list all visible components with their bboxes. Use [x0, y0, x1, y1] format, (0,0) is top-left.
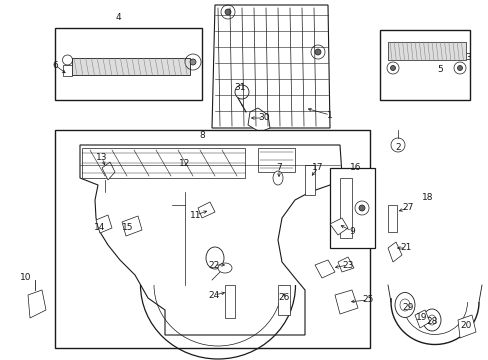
Text: 13: 13	[96, 153, 107, 162]
Bar	[379, 30, 469, 100]
Bar	[329, 168, 374, 248]
Bar	[63, 65, 72, 76]
Ellipse shape	[422, 309, 440, 331]
Ellipse shape	[272, 171, 283, 185]
Text: 22: 22	[208, 261, 219, 270]
Ellipse shape	[205, 247, 224, 269]
Bar	[72, 58, 190, 75]
Text: 14: 14	[94, 224, 105, 233]
Polygon shape	[387, 242, 401, 262]
Text: 19: 19	[415, 314, 427, 323]
Polygon shape	[247, 108, 269, 132]
Ellipse shape	[399, 299, 409, 311]
Bar	[387, 205, 396, 232]
Circle shape	[358, 205, 364, 211]
Text: 17: 17	[312, 163, 323, 172]
Polygon shape	[334, 290, 357, 314]
Polygon shape	[198, 202, 215, 218]
Ellipse shape	[394, 292, 414, 318]
Circle shape	[314, 49, 320, 55]
Circle shape	[190, 59, 196, 65]
Text: 18: 18	[421, 194, 433, 202]
Polygon shape	[212, 5, 329, 128]
Polygon shape	[80, 145, 341, 335]
Bar	[82, 148, 244, 178]
Polygon shape	[28, 290, 46, 318]
Bar	[278, 285, 289, 315]
Bar	[55, 130, 369, 348]
Text: 29: 29	[402, 303, 413, 312]
Text: 2: 2	[394, 144, 400, 153]
Bar	[305, 165, 314, 195]
Text: 1: 1	[326, 111, 332, 120]
Text: 24: 24	[208, 291, 219, 300]
Polygon shape	[314, 260, 334, 278]
Text: 23: 23	[342, 261, 353, 270]
Circle shape	[390, 66, 395, 71]
Polygon shape	[337, 257, 353, 272]
Text: 28: 28	[426, 318, 437, 327]
Circle shape	[224, 9, 230, 15]
Text: 31: 31	[234, 84, 245, 93]
Polygon shape	[457, 315, 475, 338]
Text: 9: 9	[348, 226, 354, 235]
Ellipse shape	[427, 315, 435, 325]
Bar	[258, 148, 294, 172]
Polygon shape	[329, 218, 347, 235]
Text: 5: 5	[436, 66, 442, 75]
Text: 11: 11	[190, 211, 202, 220]
Text: 15: 15	[122, 224, 134, 233]
Text: 21: 21	[400, 243, 411, 252]
Bar	[387, 42, 465, 60]
Text: 10: 10	[20, 274, 32, 283]
Bar	[339, 178, 351, 238]
Text: 16: 16	[349, 163, 361, 172]
Text: 26: 26	[278, 293, 289, 302]
Polygon shape	[96, 215, 112, 233]
Text: 8: 8	[199, 131, 204, 140]
Text: 30: 30	[258, 113, 269, 122]
Text: 27: 27	[402, 203, 413, 212]
Polygon shape	[414, 310, 429, 328]
Ellipse shape	[218, 263, 231, 273]
Text: 12: 12	[179, 158, 190, 167]
Bar	[224, 285, 235, 318]
Circle shape	[457, 66, 462, 71]
Polygon shape	[102, 162, 115, 180]
Text: 3: 3	[464, 54, 470, 63]
Text: 25: 25	[362, 296, 373, 305]
Text: 7: 7	[276, 163, 281, 172]
Text: 4: 4	[115, 13, 121, 22]
Bar	[55, 28, 202, 100]
Text: 6: 6	[52, 60, 58, 69]
Text: 20: 20	[459, 320, 471, 329]
Polygon shape	[122, 216, 142, 236]
